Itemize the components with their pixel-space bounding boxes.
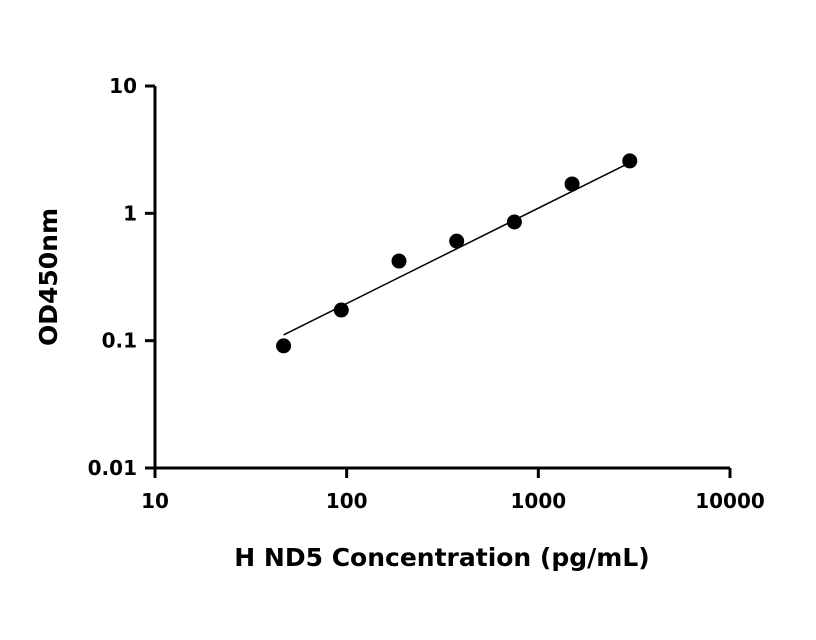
- data-point: [564, 176, 580, 192]
- y-tick-label: 1: [123, 201, 137, 225]
- y-tick-label: 0.1: [102, 329, 137, 353]
- x-tick-label: 100: [326, 489, 368, 513]
- data-point: [391, 253, 407, 269]
- data-points: [276, 153, 638, 354]
- y-tick-label: 10: [109, 74, 137, 98]
- data-point: [333, 302, 349, 318]
- data-point: [276, 338, 292, 354]
- x-tick-label: 1000: [510, 489, 566, 513]
- x-axis-label: H ND5 Concentration (pg/mL): [234, 543, 649, 572]
- axes: 10 100 1000 10000 0.01 0.1 1 10: [88, 74, 765, 513]
- y-tick-label: 0.01: [88, 456, 137, 480]
- data-point: [622, 153, 638, 169]
- data-point: [506, 214, 522, 230]
- y-axis-label: OD450nm: [34, 208, 63, 346]
- x-tick-label: 10000: [695, 489, 765, 513]
- data-point: [449, 233, 465, 249]
- x-tick-label: 10: [141, 489, 169, 513]
